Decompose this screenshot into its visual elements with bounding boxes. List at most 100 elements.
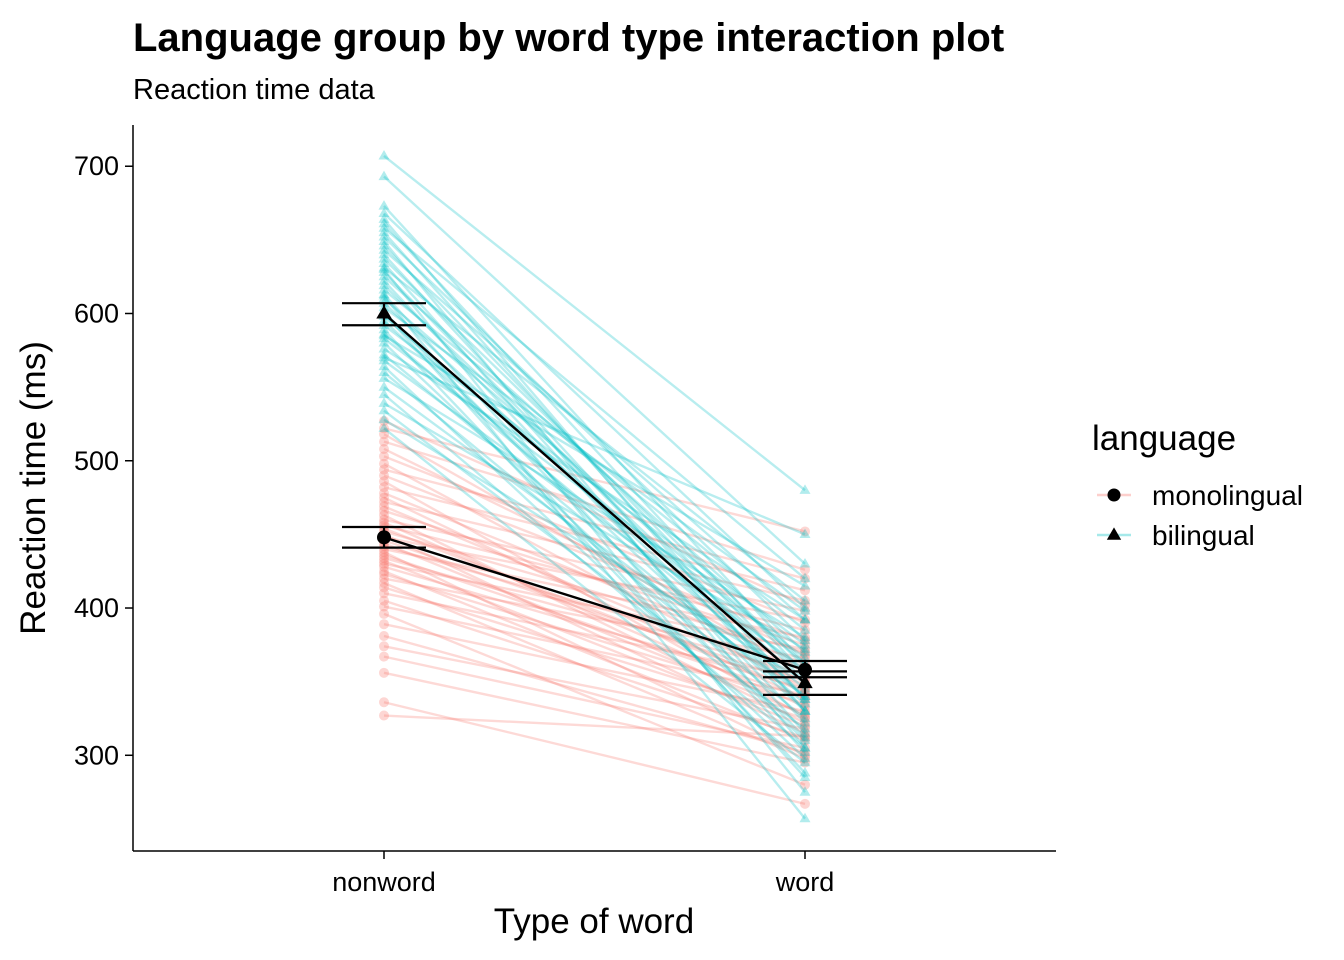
subject-point-bilingual: [378, 292, 390, 303]
subject-line-monolingual: [383, 623, 806, 713]
subject-line-monolingual: [383, 612, 806, 786]
subject-line-bilingual: [383, 154, 806, 492]
subject-point-monolingual: [379, 488, 389, 499]
subject-point-bilingual: [378, 200, 390, 210]
subject-point-monolingual: [379, 496, 389, 507]
subject-line-monolingual: [383, 592, 806, 680]
subject-point-monolingual: [379, 651, 389, 662]
subject-line-monolingual: [383, 427, 806, 533]
subject-point-bilingual: [378, 231, 390, 241]
subject-point-bilingual: [799, 752, 811, 762]
y-tick-label: 500: [74, 446, 119, 476]
subject-point-bilingual: [378, 323, 390, 334]
subject-line-monolingual: [383, 565, 806, 691]
subject-point-bilingual: [378, 332, 390, 343]
subject-point-monolingual: [800, 526, 810, 537]
subject-point-monolingual: [800, 706, 810, 717]
subject-line-bilingual: [383, 324, 806, 646]
subject-line-bilingual: [383, 297, 806, 665]
subject-point-bilingual: [378, 213, 390, 223]
subject-line-bilingual: [383, 271, 806, 701]
subject-point-bilingual: [799, 602, 811, 612]
mean-point-monolingual: [377, 530, 391, 545]
subject-point-monolingual: [800, 632, 810, 643]
subject-point-bilingual: [378, 279, 390, 290]
subject-point-monolingual: [379, 476, 389, 487]
subject-point-bilingual: [799, 572, 811, 583]
subject-point-monolingual: [379, 492, 389, 503]
subject-point-monolingual: [800, 711, 810, 722]
subject-point-bilingual: [378, 235, 390, 245]
subject-line-bilingual: [383, 356, 806, 536]
subject-line-monolingual: [383, 570, 806, 742]
subject-point-bilingual: [799, 613, 811, 624]
x-tick-label: nonword: [332, 867, 436, 897]
chart-subtitle: Reaction time data: [133, 74, 376, 106]
subject-line-monolingual: [383, 714, 806, 738]
legend-title: language: [1092, 419, 1236, 458]
subject-line-monolingual: [383, 539, 806, 686]
subject-line-bilingual: [383, 175, 806, 565]
subject-point-bilingual: [378, 207, 390, 217]
legend-label: monolingual: [1152, 480, 1303, 511]
subject-point-monolingual: [800, 564, 810, 575]
subject-line-bilingual: [383, 333, 806, 690]
subject-point-bilingual: [799, 631, 811, 642]
subject-line-bilingual: [383, 253, 806, 712]
subject-line-monolingual: [383, 480, 806, 719]
subject-line-bilingual: [383, 353, 806, 705]
legend-key-circle: [1107, 488, 1121, 502]
subject-point-monolingual: [379, 561, 389, 572]
subject-point-monolingual: [379, 505, 389, 516]
subject-line-monolingual: [383, 634, 806, 754]
subject-point-bilingual: [799, 646, 811, 656]
subject-line-bilingual: [383, 306, 806, 612]
subject-point-bilingual: [799, 580, 811, 590]
subject-point-monolingual: [800, 723, 810, 734]
subject-point-monolingual: [800, 753, 810, 764]
subject-line-monolingual: [383, 701, 806, 806]
subject-line-monolingual: [383, 496, 806, 701]
subject-line-bilingual: [383, 342, 806, 742]
subject-line-bilingual: [383, 249, 806, 621]
subject-point-monolingual: [379, 569, 389, 580]
subject-point-bilingual: [799, 746, 811, 756]
subject-line-bilingual: [383, 393, 806, 749]
legend-entry-monolingual: monolingual: [1097, 480, 1303, 511]
subject-point-bilingual: [378, 297, 390, 307]
subject-point-bilingual: [378, 257, 390, 268]
subject-point-monolingual: [800, 698, 810, 709]
subject-line-monolingual: [383, 577, 806, 660]
subject-point-bilingual: [799, 643, 811, 653]
subject-point-monolingual: [800, 717, 810, 728]
subject-point-monolingual: [800, 647, 810, 658]
subject-point-monolingual: [379, 697, 389, 708]
subject-line-bilingual: [383, 418, 806, 683]
subject-point-bilingual: [799, 605, 811, 615]
subject-point-monolingual: [379, 566, 389, 577]
subject-point-monolingual: [800, 694, 810, 705]
subject-point-bilingual: [799, 557, 811, 568]
subject-line-bilingual: [383, 334, 806, 587]
subject-line-bilingual: [383, 240, 806, 749]
subject-line-monolingual: [383, 530, 806, 654]
subject-point-bilingual: [799, 634, 811, 645]
subject-line-monolingual: [383, 486, 806, 592]
subject-point-bilingual: [378, 404, 390, 415]
subject-point-bilingual: [799, 742, 811, 752]
subject-point-bilingual: [799, 722, 811, 733]
subject-line-monolingual: [383, 527, 806, 694]
subject-point-bilingual: [378, 289, 390, 300]
subject-point-bilingual: [799, 712, 811, 723]
axis-ticks: 300 400 500 600 700 nonword word: [74, 151, 834, 897]
y-tick-label: 600: [74, 298, 119, 328]
subject-point-monolingual: [379, 429, 389, 440]
y-tick-label: 700: [74, 151, 119, 181]
subject-line-monolingual: [383, 505, 806, 683]
subject-point-monolingual: [800, 644, 810, 655]
subject-point-monolingual: [379, 558, 389, 569]
subject-point-bilingual: [799, 727, 811, 737]
subject-point-bilingual: [378, 381, 390, 391]
subject-line-monolingual: [383, 573, 806, 705]
subject-point-bilingual: [378, 413, 390, 424]
